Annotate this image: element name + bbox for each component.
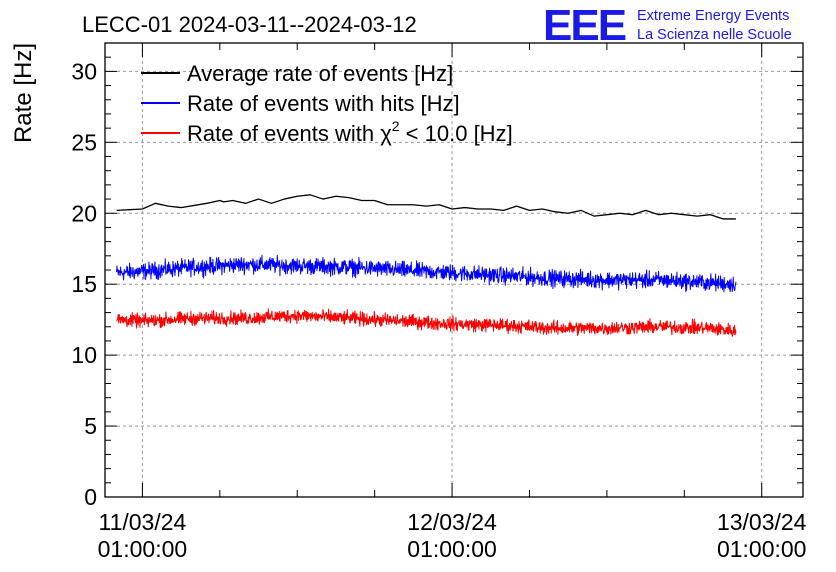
eee-logo: EEE Extreme Energy Events La Scienza nelle… xyxy=(543,1,792,50)
legend-label-1: Average rate of events [Hz] xyxy=(187,61,453,86)
y-tick-label: 10 xyxy=(71,342,97,368)
series-line-3 xyxy=(116,308,737,337)
y-tick-label: 0 xyxy=(84,484,97,510)
chart-title: LECC-01 2024-03-11--2024-03-12 xyxy=(82,12,417,37)
x-tick-label-date: 12/03/24 xyxy=(407,509,497,535)
legend-label-3: Rate of events with χ2 < 10.0 [Hz] xyxy=(187,118,513,146)
y-tick-label: 5 xyxy=(84,413,97,439)
logo-text: EEE xyxy=(543,1,626,50)
y-axis-label: Rate [Hz] xyxy=(10,43,37,143)
axes: 05101520253011/03/2401:00:0012/03/2401:0… xyxy=(71,42,807,562)
x-tick-label-date: 11/03/24 xyxy=(99,509,187,535)
x-tick-label-date: 13/03/24 xyxy=(717,509,807,535)
series-group xyxy=(116,194,737,337)
y-tick-label: 20 xyxy=(71,200,97,226)
x-tick-label-time: 01:00:00 xyxy=(407,536,497,562)
logo-line-1: Extreme Energy Events xyxy=(637,8,789,24)
x-tick-label-time: 01:00:00 xyxy=(717,536,807,562)
series-line-1 xyxy=(116,194,736,220)
titles: LECC-01 2024-03-11--2024-03-12 Rate [Hz] xyxy=(10,12,417,143)
y-tick-label: 30 xyxy=(71,58,97,84)
series-line-2 xyxy=(116,254,737,293)
grid xyxy=(105,43,803,497)
y-tick-label: 25 xyxy=(71,129,97,155)
legend: Average rate of events [Hz] Rate of event… xyxy=(141,61,513,146)
legend-label-2: Rate of events with hits [Hz] xyxy=(187,91,460,116)
logo-line-2: La Scienza nelle Scuole xyxy=(637,27,792,43)
y-tick-label: 15 xyxy=(71,271,97,297)
x-tick-label-time: 01:00:00 xyxy=(98,536,188,562)
